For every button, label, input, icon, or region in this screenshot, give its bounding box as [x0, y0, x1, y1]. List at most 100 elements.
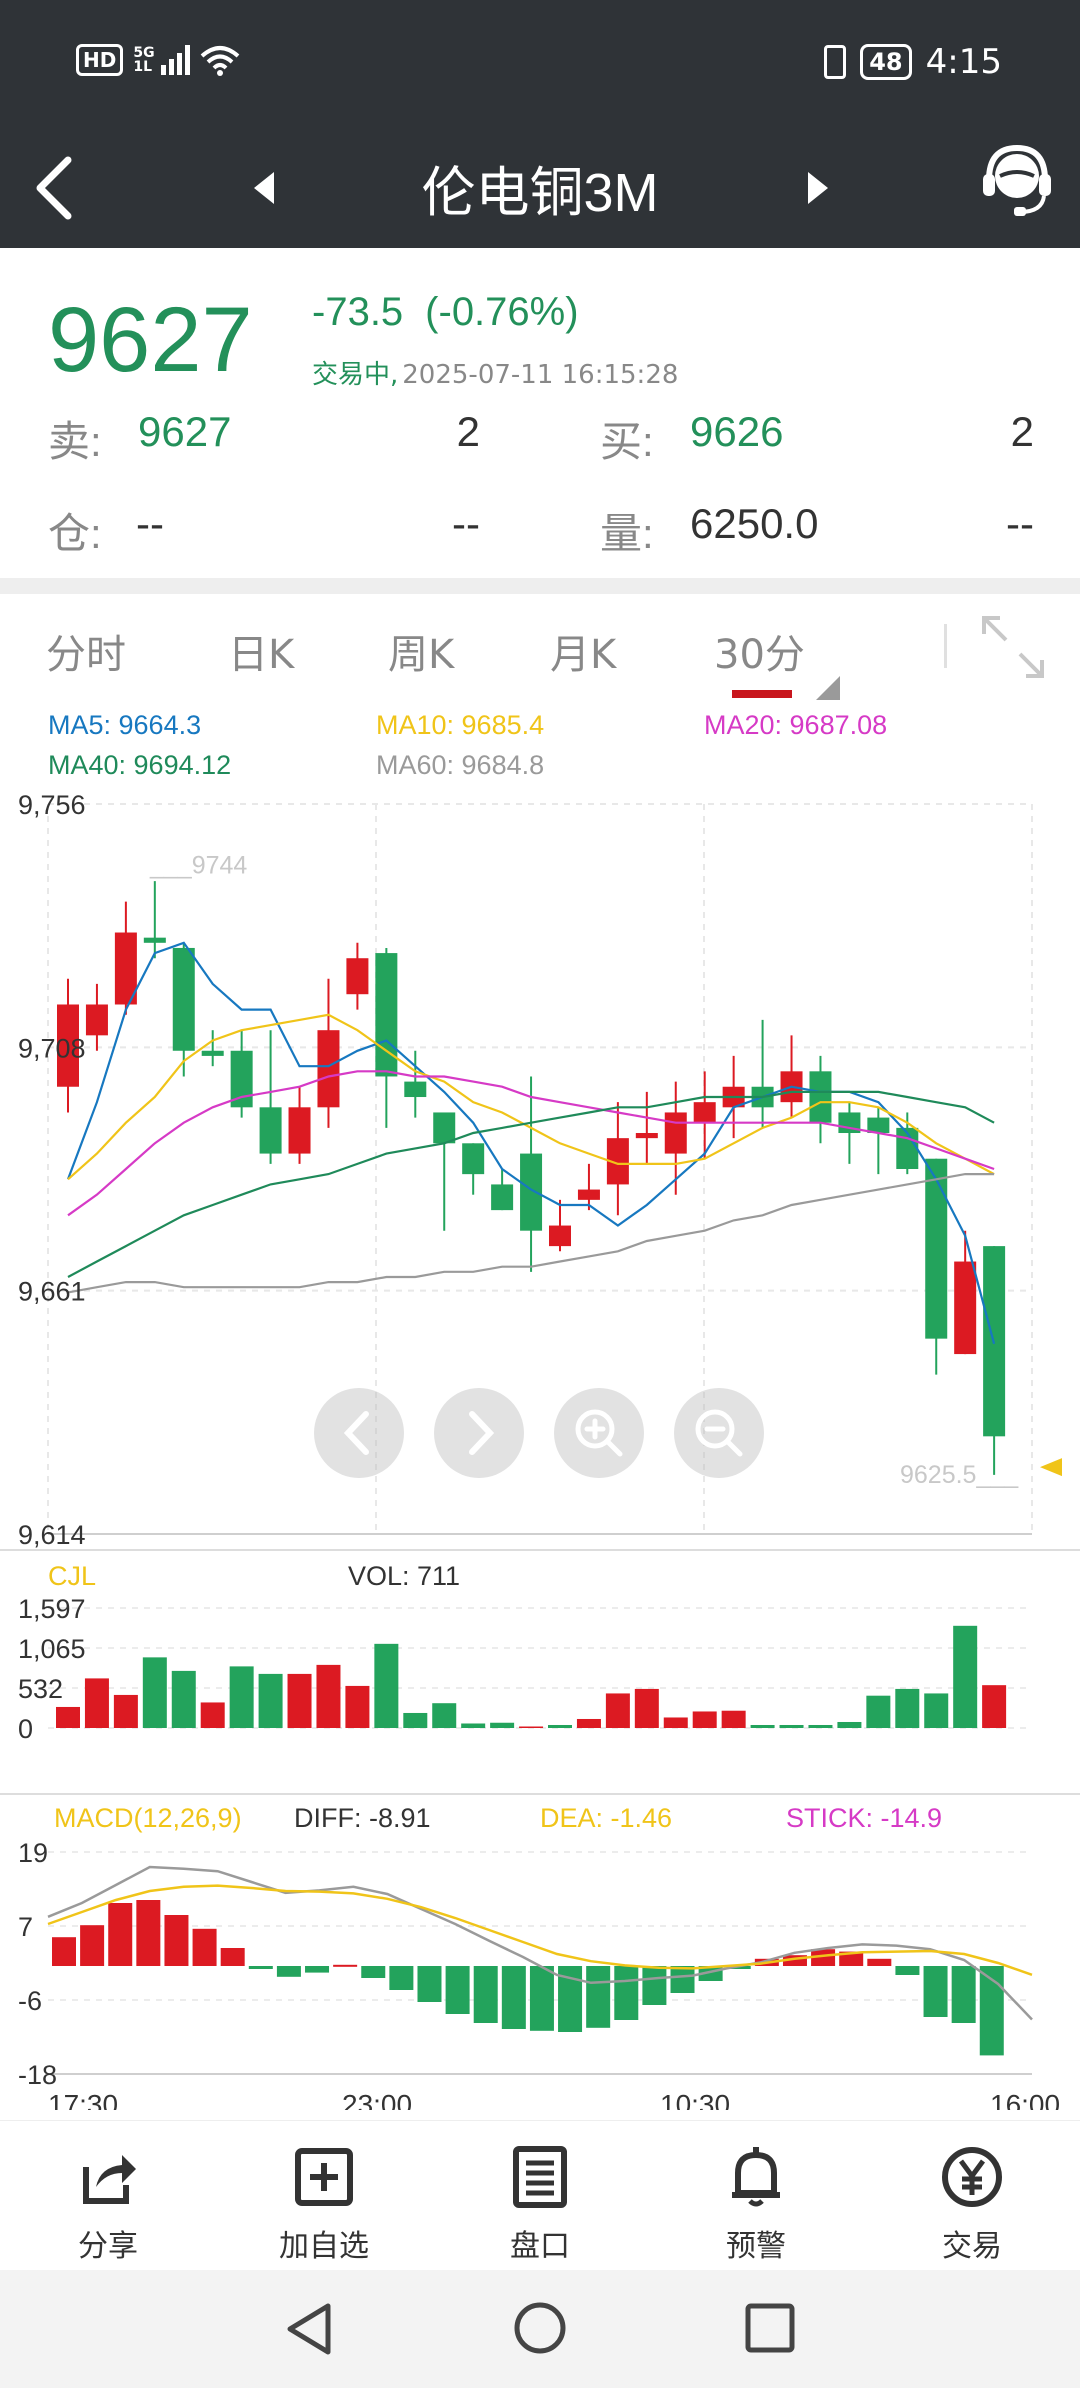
macd-bar [417, 1966, 441, 2002]
macd-bar [333, 1965, 357, 1967]
tab-30min[interactable]: 30分 [714, 622, 805, 680]
volume-bar [519, 1726, 543, 1728]
alert-button[interactable]: 预警 [676, 2145, 836, 2265]
macd-bar [614, 1966, 638, 2020]
tab-active-indicator [732, 690, 792, 698]
quote-timestamp: 2025-07-11 16:15:28 [402, 360, 678, 390]
macd-bar [249, 1966, 273, 1969]
trade-button[interactable]: 交易 [892, 2145, 1052, 2265]
sell-label: 卖: [48, 408, 102, 469]
macd-bar [446, 1966, 470, 2014]
candle-body [317, 1030, 339, 1107]
tab-weekly-k[interactable]: 周K [388, 622, 454, 680]
status-left: HD 5G 1L [76, 44, 240, 76]
kline-y-tick: 9,756 [18, 790, 86, 820]
candle-body [346, 958, 368, 994]
volume-bar [751, 1725, 775, 1728]
macd-bar [277, 1966, 301, 1977]
volume-bar [288, 1674, 312, 1728]
volume-bar [461, 1723, 485, 1728]
volume-label: 量: [600, 500, 654, 561]
zoom-out-icon[interactable] [674, 1388, 764, 1478]
orderbook-icon [508, 2145, 572, 2209]
period-tabs: 分时 日K 周K 月K 30分 [0, 606, 1080, 692]
system-recents-icon[interactable] [744, 2302, 796, 2354]
candle-body [636, 1133, 658, 1138]
wifi-icon [200, 44, 240, 76]
section-divider [0, 578, 1080, 594]
volume-y-tick: 1,597 [18, 1594, 86, 1624]
volume-bar [374, 1644, 398, 1728]
system-back-icon[interactable] [282, 2300, 336, 2358]
tab-monthly-k[interactable]: 月K [550, 622, 616, 680]
quote-panel: 9627 -73.5 (-0.76%) 交易中, 2025-07-11 16:15:… [0, 248, 1080, 578]
kline-chart-area[interactable]: 9,756 9,708 9,661 9,614 ___9744 9625.5___ CJL V… [0, 780, 1080, 2110]
orderbook-button[interactable]: 盘口 [460, 2145, 620, 2265]
macd-bar [671, 1966, 695, 1993]
macd-bar [530, 1966, 554, 2031]
macd-bar [136, 1900, 160, 1966]
customer-service-icon[interactable] [980, 142, 1054, 222]
buy-price: 9626 [690, 408, 783, 456]
top-bar: HD 5G 1L 48 4:15 伦 [0, 0, 1080, 248]
bell-icon [724, 2145, 788, 2209]
volume-bar [143, 1657, 167, 1728]
share-icon [76, 2145, 140, 2209]
volume-bar [548, 1725, 572, 1728]
back-arrow-icon[interactable] [26, 148, 86, 228]
kline-y-tick: 9,708 [18, 1033, 86, 1063]
share-label: 分享 [28, 2221, 188, 2265]
candle-body [260, 1107, 282, 1153]
prev-contract-icon[interactable] [250, 170, 278, 206]
volume-bar [664, 1717, 688, 1728]
oi-volume-row: 仓: -- -- 量: 6250.0 -- [0, 500, 1080, 560]
nav-bar: 伦电铜3M [0, 128, 1080, 248]
hd-badge: HD [76, 44, 123, 76]
candle-body [433, 1112, 455, 1143]
volume-value: 6250.0 [690, 500, 818, 548]
add-watch-icon [292, 2145, 356, 2209]
volume-bar [114, 1695, 138, 1728]
x-axis-tick: 10:30 [660, 2089, 730, 2110]
alert-label: 预警 [676, 2221, 836, 2265]
share-button[interactable]: 分享 [28, 2145, 188, 2265]
zoom-in-icon[interactable] [554, 1388, 644, 1478]
macd-bar [221, 1948, 245, 1966]
macd-bars [52, 1900, 1004, 2055]
tab-daily-k[interactable]: 日K [228, 622, 294, 680]
candle-body [520, 1154, 542, 1231]
period-dropdown-icon[interactable] [816, 676, 840, 700]
candle-body [694, 1102, 716, 1123]
macd-bar [474, 1966, 498, 2023]
sell-price: 9627 [138, 408, 231, 456]
low-annotation: 9625.5___ [900, 1461, 1019, 1489]
scroll-left-icon[interactable] [314, 1388, 404, 1478]
macd-y-tick: -6 [18, 1986, 42, 2016]
volume-y-tick: 1,065 [18, 1634, 86, 1664]
macd-bar [80, 1925, 104, 1966]
volume-bar [808, 1725, 832, 1728]
macd-bar [193, 1929, 217, 1966]
kline-y-tick: 9,614 [18, 1520, 86, 1550]
macd-bar [305, 1966, 329, 1973]
volume-bar [837, 1722, 861, 1728]
clock: 4:15 [926, 42, 1002, 82]
add-watchlist-button[interactable]: 加自选 [244, 2145, 404, 2265]
next-contract-icon[interactable] [804, 170, 832, 206]
trade-label: 交易 [892, 2221, 1052, 2265]
change-percent: (-0.76%) [425, 290, 578, 334]
candle-body [86, 1004, 108, 1035]
volume-bar [953, 1626, 977, 1728]
tab-time-sharing[interactable]: 分时 [46, 622, 126, 680]
candlestick-series [57, 881, 1005, 1475]
fullscreen-icon[interactable] [980, 614, 1046, 680]
system-home-icon[interactable] [512, 2300, 568, 2356]
volume-bar [345, 1686, 369, 1728]
page-title: 伦电铜3M [340, 148, 740, 227]
sell-qty: 2 [360, 408, 480, 456]
scroll-right-icon[interactable] [434, 1388, 524, 1478]
volume-bar [635, 1689, 659, 1728]
last-price: 9627 [48, 288, 253, 393]
add-watch-label: 加自选 [244, 2221, 404, 2265]
volume-bar [85, 1678, 109, 1728]
